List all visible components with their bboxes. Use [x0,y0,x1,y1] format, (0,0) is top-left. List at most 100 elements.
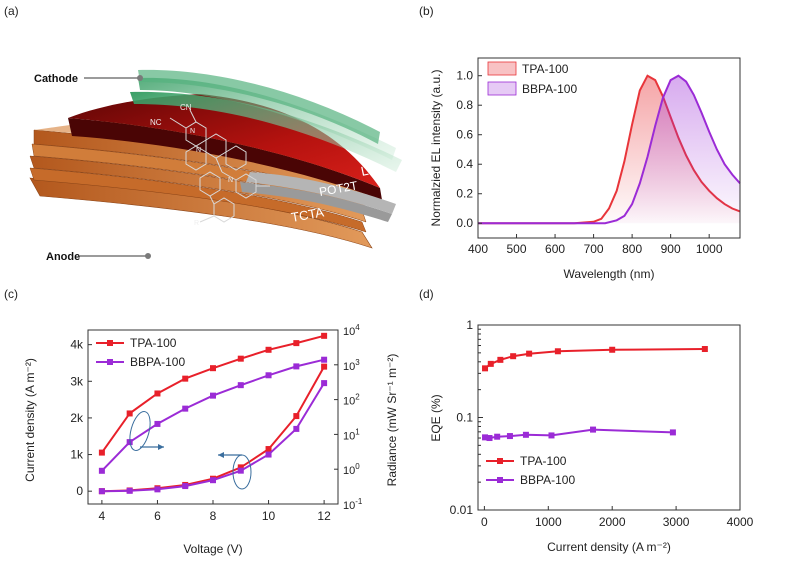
chart-c-point-3-5 [237,467,244,474]
chart-d-xticks: 0 1000 2000 3000 4000 [481,506,754,529]
chart-c-y2tick-exp-4: 3 [355,358,360,367]
chart-c-point-3-7 [293,425,300,432]
chart-c-y2tick-exp-2: 1 [355,427,360,436]
chart-c-y2tick-label-3: 102 [343,393,360,408]
chart-b-ytick-label-1: 0.2 [456,187,473,201]
chart-c-xticks: 4 6 8 10 12 [99,500,331,523]
chart-d-ytick-label-1: 0.1 [456,411,473,425]
chart-c-ytick-label-1: 1k [70,448,84,462]
cathode-glass [130,69,402,172]
chart-d-xtick-label-0: 0 [481,515,488,529]
chart-d-ylabel: EQE (%) [429,394,443,441]
chart-b-ytick-label-4: 0.8 [456,98,473,112]
chart-d-point-0-5 [554,348,561,355]
chart-c-ytick-label-4: 4k [70,338,84,352]
chart-d-point-1-3 [506,433,513,440]
layer-label-pot2t: POT2T [318,178,359,199]
chart-d-ytick-label-2: 0.01 [450,503,474,517]
chart-c-legend-tpa: TPA-100 [130,336,177,350]
chart-b-yticks: 0.0 0.2 0.4 0.6 0.8 1.0 [456,69,482,230]
layer-label-npb: NPB [256,224,285,243]
chart-b-ytick-label-5: 1.0 [456,69,473,83]
chart-c-point-0-5 [237,355,244,362]
chart-c-y2tick-exp-0: -1 [355,497,363,506]
chart-b-xtick-label-2: 600 [545,242,565,256]
chart-c-point-1-3 [182,405,189,412]
chart-c-point-3-0 [98,488,105,495]
chart-d-xtick-label-1: 1000 [535,515,562,529]
chart-d: 0 1000 2000 3000 4000 1 0.1 0.01 Current densi… [429,318,754,554]
chart-c-point-0-8 [321,332,328,339]
chart-d-point-0-6 [609,346,616,353]
chart-d-xtick-label-2: 2000 [599,515,626,529]
panel-label-a: (a) [4,4,19,18]
chart-d-legend-marker-bbpa [497,477,503,483]
chart-d-point-0-1 [487,360,494,367]
chart-d-point-1-5 [548,432,555,439]
mol-n1-text: N [190,128,195,135]
chart-b-xticks: 400 500 600 700 800 900 1000 [468,234,723,256]
chart-c-y2tick-exp-1: 0 [355,462,360,471]
chart-c-point-0-3 [182,375,189,382]
layer-label-liq: Liq [360,161,380,179]
chart-b-ytick-label-2: 0.4 [456,157,473,171]
chart-c-y2tick-exp-5: 4 [355,323,360,332]
chart-c-legend-marker-tpa [107,340,113,346]
chart-c-ylabel: Current density (A m⁻²) [23,358,37,482]
chart-c-y2tick-label-0: 10-1 [343,497,363,512]
chart-d-point-1-4 [522,431,529,438]
mol-r-text: R [194,220,199,227]
chart-b-legend-tpa: TPA-100 [522,62,569,76]
chart-c-legend-bbpa: BBPA-100 [130,355,185,369]
chart-c-xlabel: Voltage (V) [183,542,242,556]
chart-d-xtick-label-4: 4000 [727,515,754,529]
chart-c-legend: TPA-100 BBPA-100 [96,336,185,369]
chart-d-legend-marker-tpa [497,458,503,464]
chart-b-xlabel: Wavelength (nm) [564,267,655,281]
chart-c-line-2 [101,366,325,493]
chart-c-point-2-8 [321,363,328,370]
chart-b-xtick-label-1: 500 [507,242,527,256]
chart-c-y2label: Radiance (mW Sr⁻¹ m⁻²) [385,354,399,487]
chart-c-yticks: 0 1k 2k 3k 4k [70,338,92,498]
chart-c-point-0-2 [154,390,161,397]
chart-c-point-2-5 [237,464,244,471]
chart-c-point-3-2 [154,486,161,493]
chart-b-legend-swatch-tpa [487,61,517,76]
layer-label-tcta: TCTA [290,204,325,225]
chart-c-point-3-3 [182,483,189,490]
chart-c-y2tick-base-5: 10 [343,326,355,338]
chart-c-point-1-5 [237,382,244,389]
chart-b-ytick-label-0: 0.0 [456,216,473,230]
chart-b-frame [477,57,741,239]
chart-c-point-1-2 [154,420,161,427]
chart-c-point-1-0 [98,467,105,474]
chart-d-point-0-7 [701,346,708,353]
chart-c-point-2-7 [293,413,300,420]
chart-d-line-1 [484,428,673,440]
chart-d-xtick-label-3: 3000 [663,515,690,529]
chart-c-ytick-label-3: 3k [70,374,84,388]
device-schematic: NC CN N N N R Liq POT2T TCTA NPB HAT-CN … [29,69,402,265]
chart-b-xtick-label-6: 1000 [696,242,723,256]
chart-d-point-0-3 [510,353,517,360]
chart-c-point-1-8 [321,356,328,363]
chart-d-legend-bbpa: BBPA-100 [520,473,575,487]
chart-c-xtick-label-3: 10 [262,509,276,523]
chart-c-ytick-label-0: 0 [76,484,83,498]
chart-d-point-0-4 [526,350,533,357]
panel-label-c: (c) [4,287,18,301]
chart-c-line-3 [101,382,325,493]
chart-d-point-1-0 [482,434,489,441]
chart-d-point-1-7 [669,429,676,436]
molecule-structure [169,109,270,223]
chart-c-legend-marker-bbpa [107,359,113,365]
chart-b-line-1 [478,74,741,225]
chart-c-point-2-6 [265,446,272,453]
emissive-layer [68,94,382,200]
chart-c-point-1-4 [210,392,216,399]
circle-annotation-radiance [129,411,151,451]
gray-layers [240,172,396,222]
